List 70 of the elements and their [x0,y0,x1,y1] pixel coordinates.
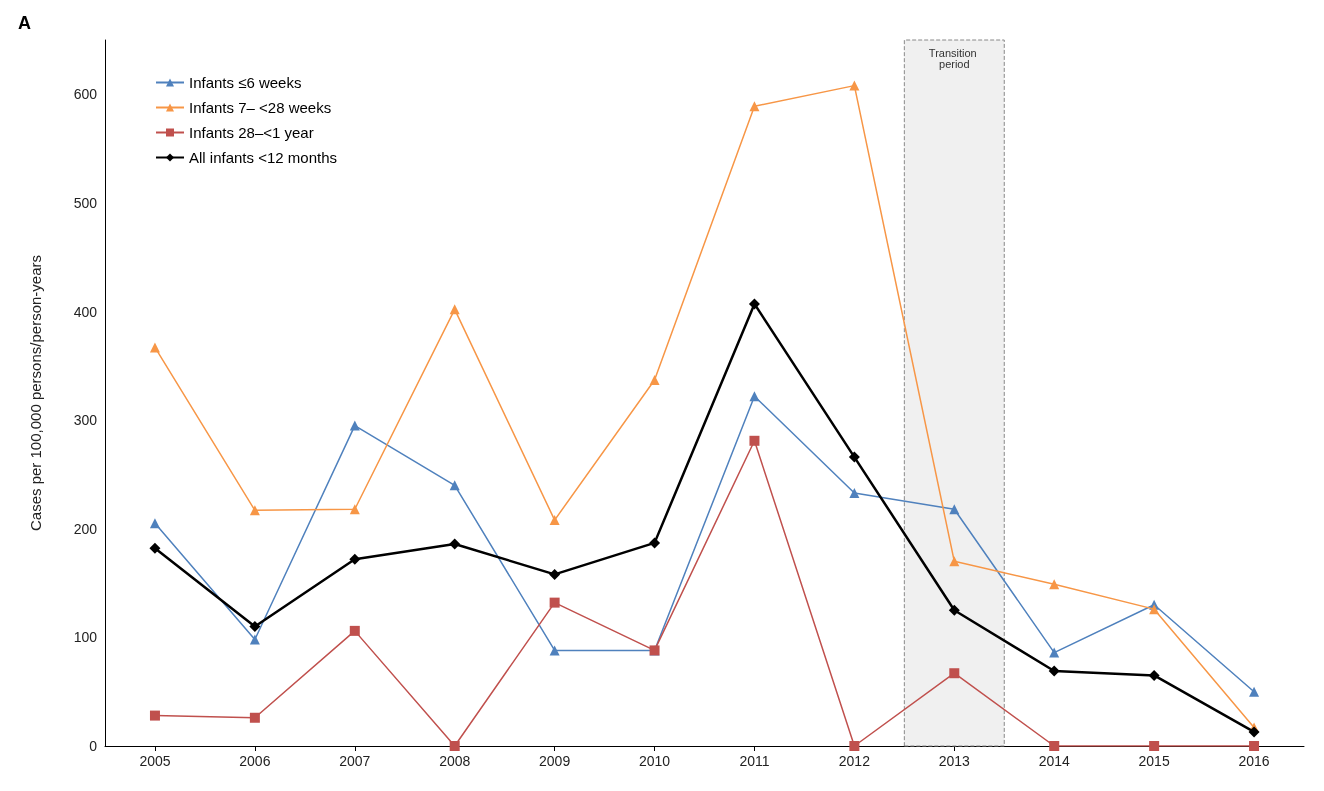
point [349,625,360,636]
y-tick-label: 0 [89,738,98,754]
point [849,80,860,91]
point [649,537,661,549]
y-tick-label: 200 [73,520,98,537]
point [549,568,561,580]
x-tick-label: 2010 [638,753,671,769]
point [249,505,260,516]
x-tick-label: 2014 [1038,753,1070,769]
x-tick-label: 2005 [139,753,171,769]
x-tick-label: 2011 [739,753,770,769]
point [1149,741,1160,751]
point [349,420,360,431]
y-tick-label: 600 [73,86,98,103]
point [549,645,560,656]
point [449,480,460,491]
x-tick-label: 2013 [938,753,971,769]
y-tick-label: 500 [73,194,98,211]
legend-label: Infants ≤6 weeks [189,74,302,91]
point [949,504,960,515]
point [149,710,160,721]
point [749,435,760,446]
point [848,451,860,463]
x-tick-label: 2009 [539,753,571,769]
point [849,487,860,498]
legend-label: All infants <12 months [189,149,338,166]
point [149,342,160,353]
point [349,553,361,565]
point [1149,604,1160,615]
point [349,504,360,515]
x-tick-label: 2015 [1138,753,1170,769]
point [149,518,160,529]
point [948,604,960,616]
x-tick-label: 2007 [339,753,371,769]
point [1049,579,1060,590]
point [749,391,760,402]
legend-label: Infants 28–<1 year [189,124,314,141]
point [1048,665,1060,677]
y-tick-label: 400 [73,303,98,320]
point [449,304,460,315]
point [1049,647,1060,658]
point [1249,741,1260,751]
point [149,542,161,554]
point [549,515,560,526]
x-tick-label: 2008 [439,753,471,769]
point [949,668,960,679]
point [1049,741,1060,751]
point [748,298,760,310]
text: A [18,13,31,33]
point [249,621,261,633]
point [1148,669,1160,681]
band-label: Transition period [928,47,980,70]
point [649,374,660,385]
point [1248,726,1260,738]
point [249,712,260,723]
point [1249,686,1260,697]
x-tick-label: 2006 [239,753,271,769]
x-tick-label: 2012 [838,753,871,769]
legend-label: Infants 7– <28 weeks [189,99,332,116]
x-tick-label: 2016 [1238,753,1270,769]
y-tick-label: 100 [73,629,98,646]
y-tick-label: 300 [73,412,98,429]
point [449,538,461,550]
point [849,741,860,751]
y-axis-title: Cases per 100,000 persons/person-years [27,255,44,531]
point [249,634,260,645]
point [449,741,460,751]
point [749,101,760,112]
point [549,597,560,608]
point [949,556,960,567]
